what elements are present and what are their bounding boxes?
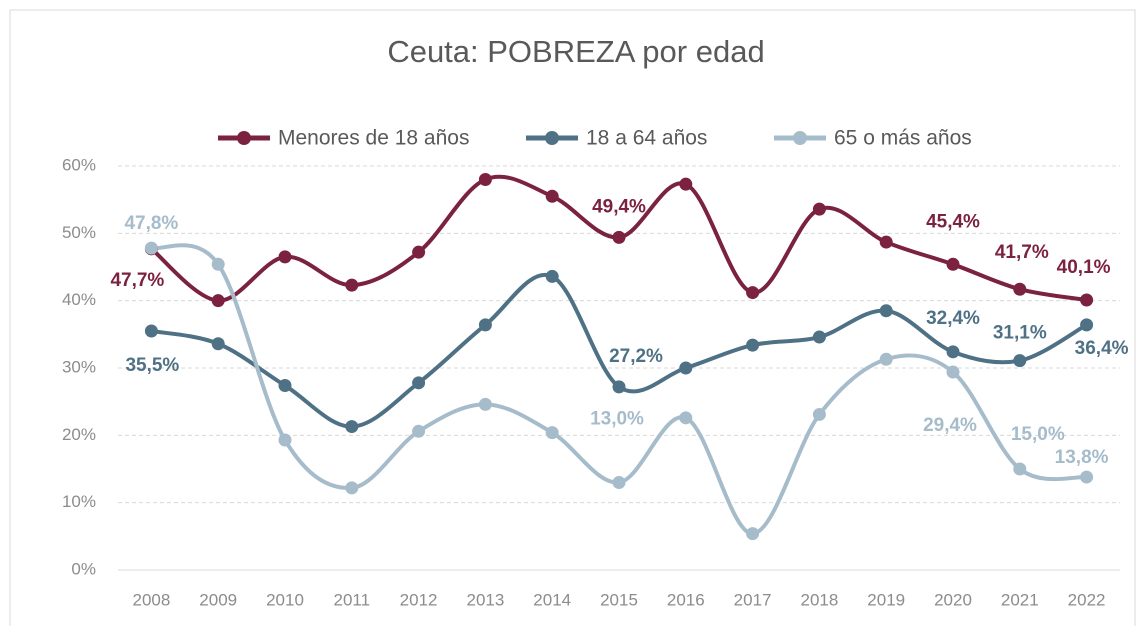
data-point [746, 286, 760, 300]
data-point [211, 257, 225, 271]
data-point [946, 365, 960, 379]
x-tick-label: 2012 [400, 590, 438, 609]
data-point [144, 324, 158, 338]
x-tick-label: 2013 [466, 590, 504, 609]
x-tick-label: 2019 [867, 590, 905, 609]
data-label: 49,4% [592, 196, 646, 217]
data-point [946, 257, 960, 271]
data-label: 47,8% [124, 213, 178, 234]
data-point [278, 379, 292, 393]
data-point [612, 475, 626, 489]
data-point [812, 407, 826, 421]
data-label: 41,7% [995, 242, 1049, 263]
legend-marker [545, 131, 559, 145]
data-point [746, 338, 760, 352]
data-label: 13,8% [1055, 447, 1109, 468]
data-label: 31,1% [993, 323, 1047, 344]
data-point [278, 433, 292, 447]
data-label: 15,0% [1011, 424, 1065, 445]
data-label: 40,1% [1057, 257, 1111, 278]
data-point [612, 230, 626, 244]
data-point [679, 361, 693, 375]
x-tick-label: 2022 [1068, 590, 1106, 609]
data-point [879, 352, 893, 366]
data-point [412, 424, 426, 438]
legend-marker [793, 131, 807, 145]
data-point [679, 411, 693, 425]
data-point [412, 245, 426, 259]
x-tick-label: 2017 [734, 590, 772, 609]
data-label: 27,2% [609, 346, 663, 367]
data-point [612, 380, 626, 394]
data-label: 29,4% [923, 415, 977, 436]
data-point [812, 330, 826, 344]
data-point [345, 481, 359, 495]
data-label: 35,5% [125, 355, 179, 376]
legend-label: 18 a 64 años [586, 127, 707, 150]
data-point [545, 269, 559, 283]
data-point [1013, 354, 1027, 368]
data-point [144, 241, 158, 255]
data-point [1080, 470, 1094, 484]
y-tick-label: 30% [62, 357, 96, 376]
data-point [478, 397, 492, 411]
legend-label: 65 o más años [834, 127, 972, 150]
x-tick-label: 2020 [934, 590, 972, 609]
data-point [879, 235, 893, 249]
data-point [478, 172, 492, 186]
x-tick-label: 2010 [266, 590, 304, 609]
data-point [879, 304, 893, 318]
x-tick-label: 2011 [334, 590, 371, 609]
y-tick-label: 0% [71, 559, 96, 578]
x-tick-label: 2018 [800, 590, 838, 609]
x-tick-label: 2016 [667, 590, 705, 609]
data-point [1013, 282, 1027, 296]
data-point [345, 278, 359, 292]
data-point [812, 202, 826, 216]
data-point [1080, 293, 1094, 307]
data-point [545, 426, 559, 440]
x-tick-label: 2015 [600, 590, 638, 609]
x-tick-label: 2009 [199, 590, 237, 609]
chart-title: Ceuta: POBREZA por edad [387, 34, 764, 69]
data-point [478, 318, 492, 332]
x-tick-label: 2014 [533, 590, 571, 609]
legend-label: Menores de 18 años [278, 127, 469, 150]
y-tick-label: 10% [62, 492, 96, 511]
data-label: 13,0% [590, 408, 644, 429]
data-point [946, 345, 960, 359]
data-point [345, 420, 359, 434]
data-point [1080, 318, 1094, 332]
data-point [211, 294, 225, 308]
data-label: 47,7% [110, 270, 164, 291]
data-point [746, 527, 760, 541]
data-point [211, 337, 225, 351]
legend-marker [237, 131, 251, 145]
data-point [278, 250, 292, 264]
data-point [545, 189, 559, 203]
data-label: 45,4% [926, 211, 980, 232]
series-line [151, 272, 1088, 429]
data-point [412, 376, 426, 390]
data-label: 36,4% [1075, 338, 1129, 359]
y-tick-label: 20% [62, 425, 96, 444]
y-tick-label: 60% [62, 155, 96, 174]
data-label: 32,4% [926, 308, 980, 329]
chart-frame [9, 9, 1136, 631]
y-tick-label: 50% [62, 223, 96, 242]
x-tick-label: 2008 [132, 590, 170, 609]
y-tick-label: 40% [62, 290, 96, 309]
x-tick-label: 2021 [1001, 590, 1039, 609]
data-point [1013, 462, 1027, 476]
data-point [679, 177, 693, 191]
